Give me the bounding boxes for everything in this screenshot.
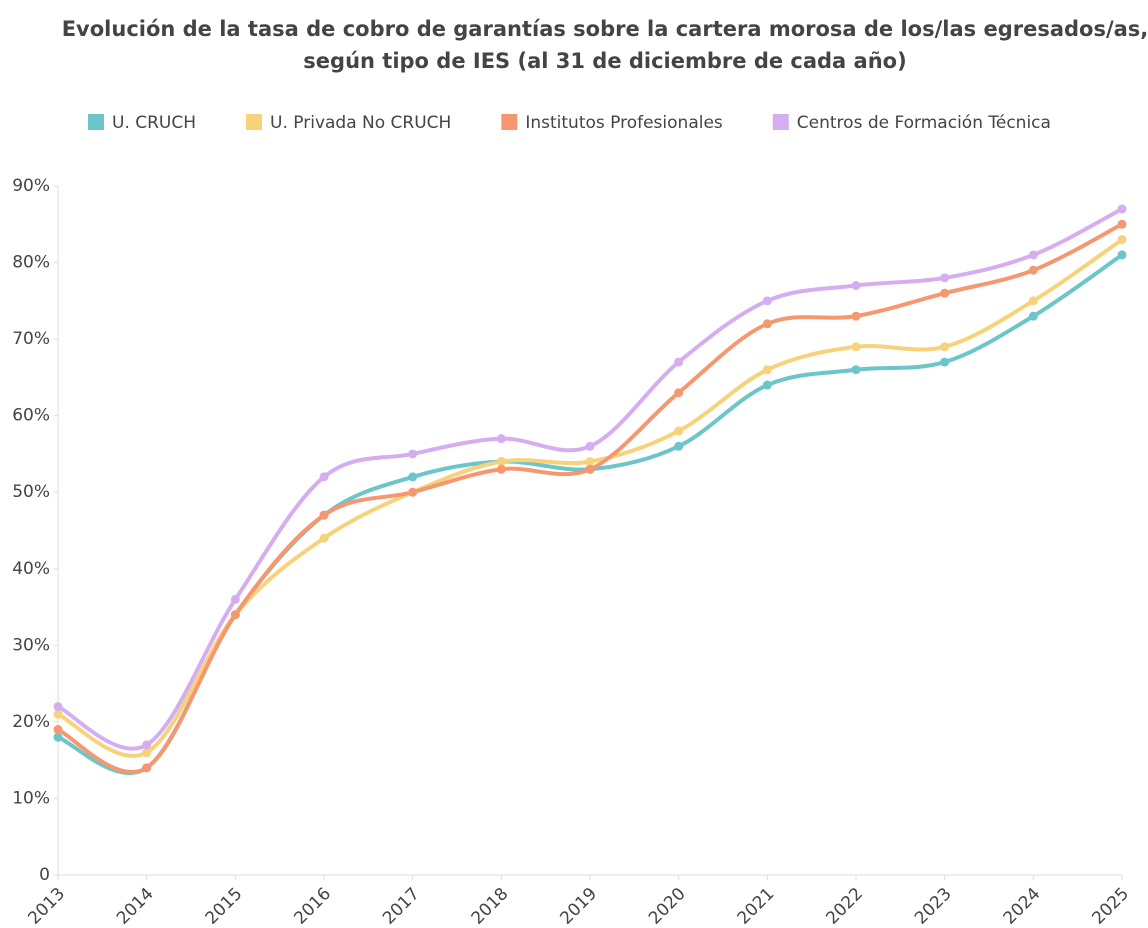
x-tick-label: 2013 xyxy=(24,884,69,928)
data-point xyxy=(940,288,950,298)
data-point xyxy=(940,342,950,352)
series-line xyxy=(57,237,1124,758)
y-tick-label: 30% xyxy=(12,635,50,655)
data-point xyxy=(1028,296,1038,306)
legend-label: U. CRUCH xyxy=(112,113,196,133)
data-point xyxy=(585,457,595,467)
data-point xyxy=(53,732,63,742)
data-point xyxy=(1117,235,1127,245)
x-tick-label: 2023 xyxy=(911,884,956,928)
series-line xyxy=(57,253,1124,776)
data-point xyxy=(496,457,506,467)
data-point xyxy=(230,610,240,620)
y-tick-label: 90% xyxy=(12,176,50,196)
chart-title: Evolución de la tasa de cobro de garantí… xyxy=(62,17,1148,41)
legend-swatch xyxy=(772,114,789,130)
x-tick-label: 2020 xyxy=(645,884,690,928)
x-tick-label: 2025 xyxy=(1088,884,1133,928)
y-tick-label: 80% xyxy=(12,253,50,273)
data-point xyxy=(319,533,329,543)
y-tick-label: 50% xyxy=(12,482,50,502)
x-tick-label: 2021 xyxy=(734,884,779,928)
data-point xyxy=(496,464,506,474)
data-point xyxy=(53,725,63,735)
data-point xyxy=(762,380,772,390)
data-point xyxy=(142,763,152,773)
x-tick-label: 2022 xyxy=(822,884,867,928)
data-point xyxy=(408,487,418,497)
x-tick-label: 2017 xyxy=(379,884,424,928)
data-point xyxy=(53,702,63,712)
x-tick-label: 2024 xyxy=(1000,884,1045,928)
data-point xyxy=(851,281,861,291)
data-point xyxy=(319,472,329,482)
legend-label: U. Privada No CRUCH xyxy=(270,113,451,133)
data-point xyxy=(1028,311,1038,321)
y-tick-label: 20% xyxy=(12,712,50,732)
data-point xyxy=(851,342,861,352)
y-tick-label: 70% xyxy=(12,329,50,349)
data-point xyxy=(940,273,950,283)
data-point xyxy=(142,748,152,758)
data-point xyxy=(585,464,595,474)
data-point xyxy=(940,357,950,367)
x-tick-label: 2016 xyxy=(290,884,335,928)
data-point xyxy=(319,510,329,520)
y-tick-label: 40% xyxy=(12,559,50,579)
legend-swatch xyxy=(246,114,263,130)
data-point xyxy=(142,740,152,750)
data-point xyxy=(1117,204,1127,214)
data-point xyxy=(1028,250,1038,260)
legend-swatch xyxy=(501,114,518,130)
data-point xyxy=(1117,250,1127,260)
chart-title: según tipo de IES (al 31 de diciembre de… xyxy=(303,49,906,73)
data-point xyxy=(1028,265,1038,275)
legend-label: Institutos Profesionales xyxy=(525,113,723,133)
data-point xyxy=(674,388,684,398)
data-point xyxy=(674,426,684,436)
y-tick-label: 60% xyxy=(12,406,50,426)
x-tick-label: 2019 xyxy=(556,884,601,928)
data-point xyxy=(762,296,772,306)
data-point xyxy=(585,441,595,451)
data-point xyxy=(674,357,684,367)
data-point xyxy=(762,365,772,375)
data-point xyxy=(408,449,418,459)
x-tick-label: 2015 xyxy=(202,884,247,928)
y-tick-label: 10% xyxy=(12,788,50,808)
data-point xyxy=(762,319,772,329)
x-tick-label: 2014 xyxy=(113,884,158,928)
data-point xyxy=(851,311,861,321)
y-tick-label: 0 xyxy=(39,865,50,885)
data-point xyxy=(408,472,418,482)
data-point xyxy=(851,365,861,375)
data-point xyxy=(496,434,506,444)
data-point xyxy=(674,441,684,451)
legend-swatch xyxy=(88,114,104,130)
data-point xyxy=(230,594,240,604)
data-point xyxy=(53,709,63,719)
data-point xyxy=(1117,219,1127,229)
x-tick-label: 2018 xyxy=(468,884,513,928)
legend-label: Centros de Formación Técnica xyxy=(797,113,1051,133)
series-line xyxy=(57,222,1123,774)
